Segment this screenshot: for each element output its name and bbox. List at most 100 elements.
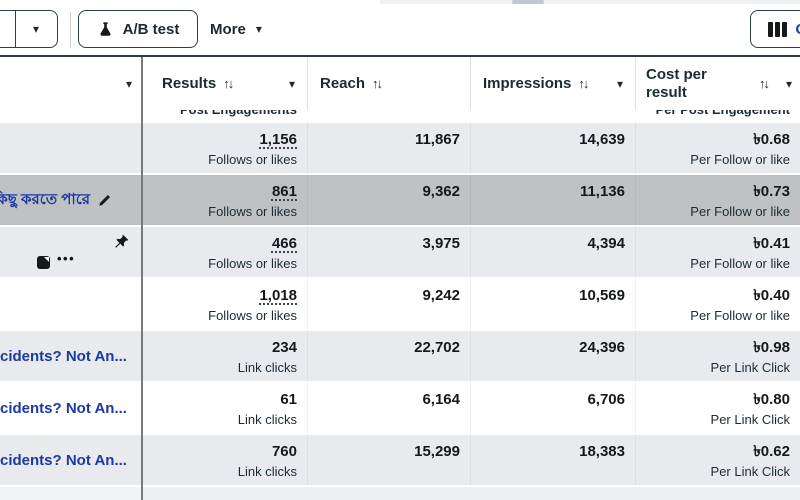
table-row[interactable]: cidents? Not An... 61 Link clicks 6,164 … [0,383,800,433]
impressions-cell: 11,136 [470,175,635,225]
table-row[interactable]: ••• 466 Follows or likes 3,975 4,394 ৳0.… [0,227,800,277]
sort-icon[interactable]: ↑↓ [759,76,770,91]
edit-pencil-icon[interactable] [98,194,111,207]
name-cell[interactable]: cidents? Not An... [0,331,141,381]
toolbar-separator [70,12,71,48]
reach-value: 22,702 [414,339,460,356]
chevron-down-icon[interactable]: ▾ [616,76,623,91]
name-cell[interactable] [0,279,141,329]
more-options-icon[interactable]: ••• [57,251,76,266]
reach-cell: 3,975 [307,227,470,277]
impressions-cell: 10,569 [470,279,635,329]
reach-header-label: Reach [320,75,366,92]
ab-test-label: A/B test [122,20,180,38]
cost-label: Per Follow or like [690,256,790,271]
results-value[interactable]: 466 [271,235,297,252]
impressions-cell: 18,383 [470,435,635,485]
results-cell: 234 Link clicks [144,331,307,381]
reach-cell: 9,242 [307,279,470,329]
results-value: 61 [280,391,297,408]
cost-value: ৳0.73 [753,183,790,200]
ad-name-link[interactable]: cidents? Not An... [0,347,127,365]
ad-name-link[interactable]: cidents? Not An... [0,451,127,469]
partial-cost-label: Per Post Engagement [635,110,790,123]
results-value[interactable]: 1,018 [259,287,297,304]
reach-cell: 11,867 [307,123,470,173]
impressions-cell: 14,639 [470,123,635,173]
cost-value: ৳0.40 [753,287,790,304]
results-value[interactable]: 1,156 [259,131,297,148]
reach-value: 3,975 [422,235,460,252]
name-cell[interactable]: ••• [0,227,141,277]
ad-name-link[interactable]: কিছু করতে পারে [0,190,91,208]
frozen-column-divider[interactable] [141,57,143,500]
more-button[interactable]: More ▾ [210,10,262,48]
cost-cell: ৳0.41 Per Follow or like [635,227,800,277]
reach-value: 6,164 [422,391,460,408]
results-value[interactable]: 861 [271,183,297,200]
name-cell[interactable]: কিছু করতে পারে [0,175,141,225]
sort-icon[interactable]: ↑↓ [372,76,383,91]
impressions-value: 18,383 [579,443,625,460]
cost-label: Per Follow or like [690,204,790,219]
columns-label: C [796,21,800,38]
impressions-value: 14,639 [579,131,625,148]
impressions-value: 4,394 [587,235,625,252]
chevron-down-icon: ▾ [255,22,262,36]
chevron-down-icon[interactable]: ▾ [125,76,132,91]
columns-button[interactable]: C [750,10,800,48]
results-cell: 61 Link clicks [144,383,307,433]
cost-label: Per Link Click [710,464,790,479]
results-label: Follows or likes [208,152,297,167]
impressions-cell: 4,394 [470,227,635,277]
name-cell[interactable]: cidents? Not An... [0,383,141,433]
column-header-name[interactable]: ▾ [0,57,141,110]
pin-icon[interactable] [114,234,129,249]
table-header: ▾ Results ↑↓ ▾ Reach ↑↓ Impressions ↑↓ ▾… [0,57,800,110]
cost-header-label: Cost per result [646,65,707,101]
more-label: More [210,20,246,38]
results-cell: 760 Link clicks [144,435,307,485]
chevron-down-icon[interactable]: ▾ [288,76,295,91]
horizontal-scrollbar-thumb[interactable] [512,0,544,4]
ab-test-button[interactable]: A/B test [78,10,198,48]
name-cell[interactable] [0,123,141,173]
table-row-hovered[interactable]: কিছু করতে পারে 861 Follows or likes 9,36… [0,175,800,225]
ad-thumbnail[interactable] [37,256,50,269]
results-label: Link clicks [237,360,297,375]
column-header-cost-per-result[interactable]: Cost per result ↑↓ ▾ [635,57,800,110]
cost-label: Per Link Click [710,412,790,427]
impressions-value: 11,136 [579,183,625,200]
sort-icon[interactable]: ↑↓ [223,76,234,91]
results-label: Follows or likes [208,204,297,219]
chevron-down-icon[interactable]: ▾ [32,22,40,36]
reach-value: 9,242 [422,287,460,304]
duplicate-split-button[interactable]: ▾ [0,10,58,48]
reach-cell: 6,164 [307,383,470,433]
table-top-border [0,55,800,57]
name-cell[interactable]: cidents? Not An... [0,435,141,485]
cost-value: ৳0.98 [753,339,790,356]
cost-cell: ৳0.80 Per Link Click [635,383,800,433]
reach-cell: 9,362 [307,175,470,225]
results-value: 234 [271,339,297,356]
results-header-label: Results [162,75,217,92]
cost-value: ৳0.62 [753,443,790,460]
table-row[interactable]: 1,018 Follows or likes 9,242 10,569 ৳0.4… [0,279,800,329]
flask-icon [97,21,114,38]
horizontal-scrollbar[interactable] [380,0,800,4]
column-header-reach[interactable]: Reach ↑↓ [307,57,470,110]
table-row[interactable]: cidents? Not An... 234 Link clicks 22,70… [0,331,800,381]
sort-icon[interactable]: ↑↓ [578,76,589,91]
ad-name-link[interactable]: cidents? Not An... [0,399,127,417]
cost-cell: ৳0.98 Per Link Click [635,331,800,381]
table-row[interactable]: 1,156 Follows or likes 11,867 14,639 ৳0.… [0,123,800,173]
cost-label: Per Link Click [710,360,790,375]
column-header-impressions[interactable]: Impressions ↑↓ ▾ [470,57,635,110]
table-row[interactable]: cidents? Not An... 760 Link clicks 15,29… [0,435,800,485]
column-header-results[interactable]: Results ↑↓ ▾ [144,57,307,110]
chevron-down-icon[interactable]: ▾ [785,76,792,91]
impressions-cell: 6,706 [470,383,635,433]
reach-cell: 22,702 [307,331,470,381]
